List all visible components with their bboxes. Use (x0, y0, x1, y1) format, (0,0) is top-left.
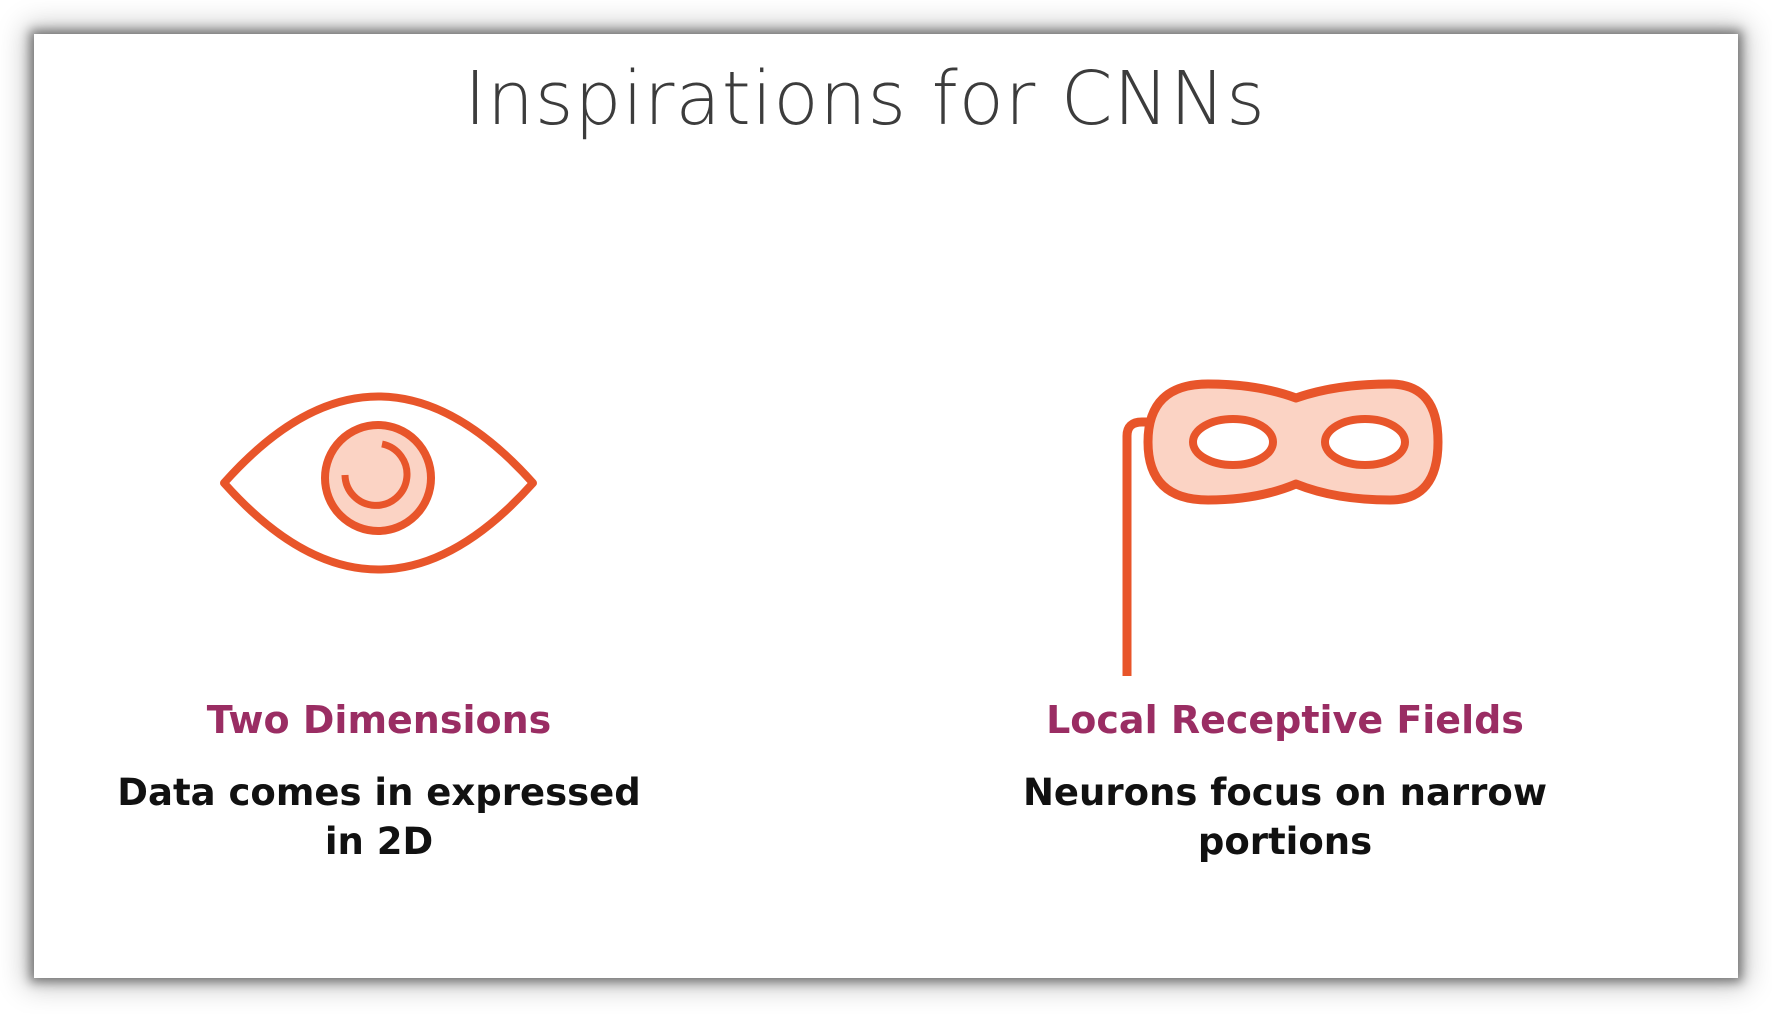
item-heading-two-dimensions: Two Dimensions (206, 698, 552, 742)
eye-icon (220, 392, 537, 574)
description-line: Neurons focus on narrow (1022, 771, 1548, 814)
description-line: Data comes in expressed (117, 771, 641, 814)
description-line: portions (1197, 820, 1373, 863)
item-heading-local-receptive-fields: Local Receptive Fields (1046, 698, 1524, 742)
masquerade-mask-icon (1122, 379, 1443, 676)
item-description-two-dimensions: Data comes in expressed in 2D (59, 768, 699, 866)
slide: Inspirations for CNNs Two Dimensions Dat… (34, 34, 1738, 978)
slide-title: Inspirations for CNNs (464, 56, 1266, 142)
description-line: in 2D (324, 820, 434, 863)
item-description-local-receptive-fields: Neurons focus on narrow portions (965, 768, 1605, 866)
